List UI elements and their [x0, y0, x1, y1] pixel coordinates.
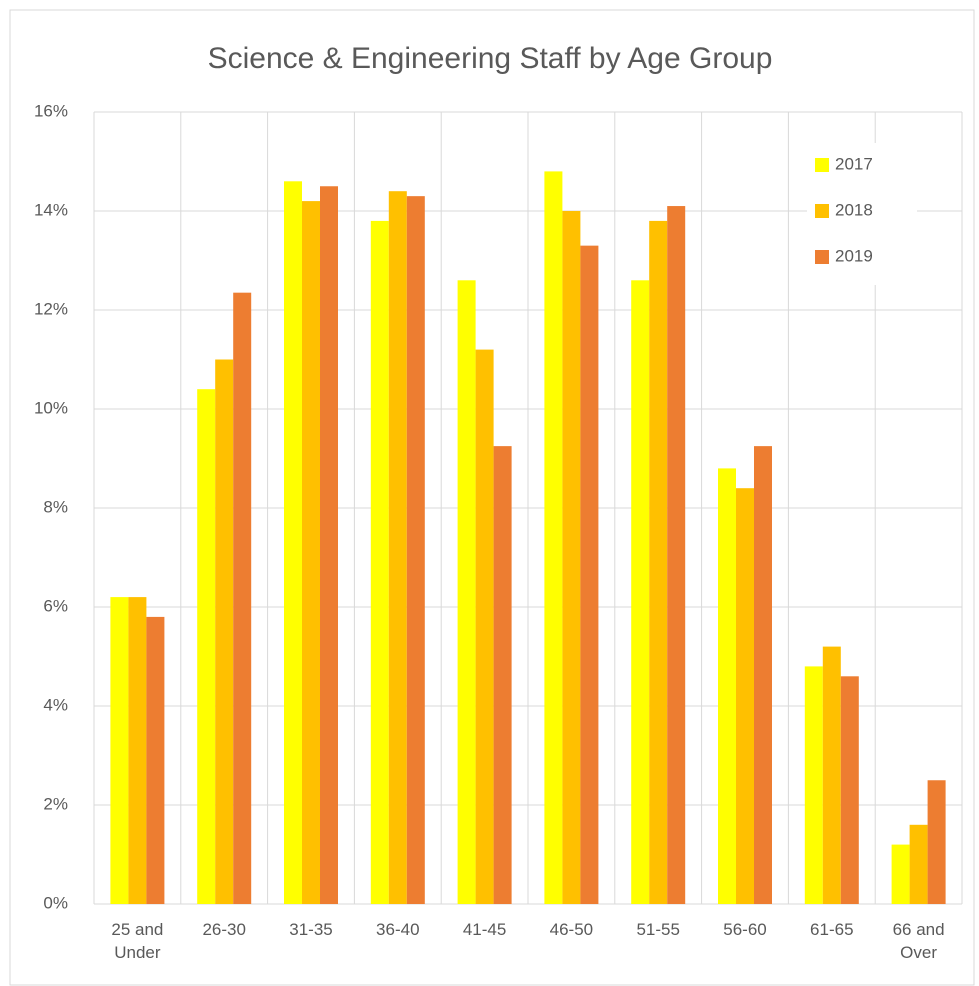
legend-label: 2018: [835, 200, 873, 219]
x-tick-label: 31-35: [289, 920, 333, 939]
y-tick-label: 0%: [43, 893, 68, 912]
bar: [475, 349, 494, 905]
bar: [388, 191, 407, 904]
bar: [493, 446, 512, 904]
y-tick-label: 8%: [43, 497, 68, 516]
bar: [667, 206, 686, 905]
x-tick-label: 46-50: [549, 920, 594, 939]
bar: [110, 597, 129, 904]
bar: [718, 468, 736, 904]
bar: [370, 220, 389, 904]
legend-marker: [815, 204, 829, 218]
bar: [580, 245, 599, 904]
x-tick-label: 25 and Under: [111, 920, 164, 962]
bar: [406, 196, 425, 904]
bar: [284, 181, 302, 905]
bar: [457, 280, 476, 904]
y-tick-label: 4%: [43, 695, 68, 714]
bar: [909, 824, 928, 904]
legend-label: 2017: [835, 154, 873, 173]
x-tick-label: 56-60: [723, 920, 767, 939]
legend-label: 2019: [835, 246, 873, 265]
bar: [128, 597, 147, 904]
y-tick-label: 12%: [34, 299, 68, 318]
x-tick-label: 26-30: [202, 920, 246, 939]
bar: [891, 844, 910, 904]
y-tick-label: 6%: [43, 596, 68, 615]
x-tick-label: 61-65: [810, 920, 854, 939]
bar: [197, 389, 216, 904]
bar: [233, 292, 252, 904]
bar: [215, 359, 234, 904]
x-tick-label: 36-40: [376, 920, 420, 939]
bar: [649, 220, 668, 904]
bar: [631, 280, 650, 904]
y-tick-label: 2%: [43, 794, 68, 813]
bar: [544, 171, 563, 904]
bar: [822, 646, 841, 904]
y-tick-label: 14%: [34, 200, 68, 219]
legend-marker: [815, 158, 829, 172]
bar: [736, 488, 754, 904]
bar: [320, 186, 338, 904]
bar: [754, 446, 772, 904]
bar: [840, 676, 859, 904]
bar: [146, 616, 165, 904]
bar: [804, 666, 823, 904]
x-tick-label: 51-55: [636, 920, 680, 939]
bar: [302, 201, 320, 905]
y-tick-label: 10%: [34, 398, 68, 417]
chart-title: Science & Engineering Staff by Age Group: [208, 42, 773, 75]
x-tick-label: 66 and Over: [892, 920, 945, 962]
x-tick-label: 41-45: [462, 920, 507, 939]
bar: [562, 211, 581, 904]
bar: [927, 780, 946, 904]
legend-marker: [815, 250, 829, 264]
y-tick-label: 16%: [34, 101, 68, 120]
